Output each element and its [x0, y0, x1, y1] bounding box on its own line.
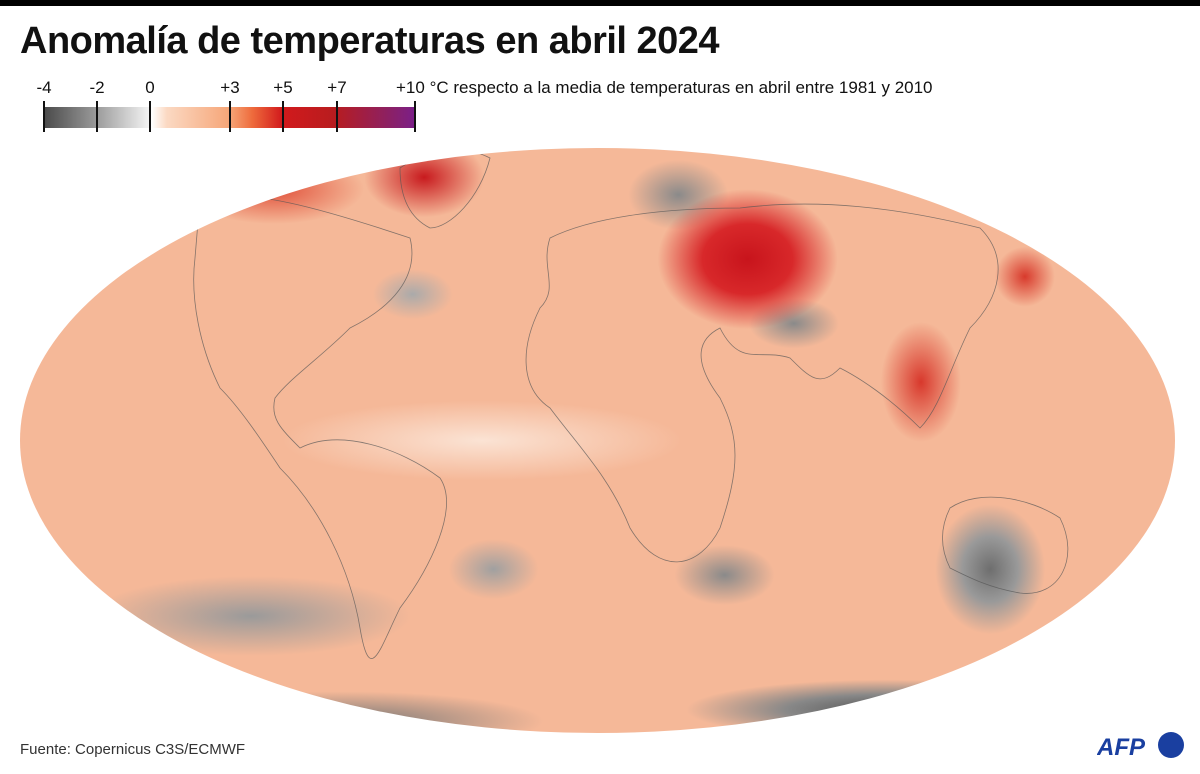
page-title: Anomalía de temperaturas en abril 2024 — [20, 20, 720, 62]
world-anomaly-map — [20, 148, 1175, 733]
afp-logo: AFP — [1096, 731, 1187, 761]
top-rule — [0, 0, 1200, 6]
legend-tick — [336, 101, 338, 132]
legend-tick — [149, 101, 151, 132]
legend-tick-label: +10 — [396, 78, 425, 97]
legend-tick — [282, 101, 284, 132]
legend-tick — [414, 101, 416, 132]
coastline-outlines — [193, 148, 1069, 659]
legend-tick-label: -2 — [89, 78, 105, 97]
legend-unit: +10 °C respecto a la media de temperatur… — [396, 78, 933, 97]
legend-tick — [43, 101, 45, 132]
legend-tick-label: +3 — [220, 78, 240, 97]
source-credit: Fuente: Copernicus C3S/ECMWF — [20, 741, 246, 758]
legend-tick-label: -4 — [36, 78, 52, 97]
svg-text:AFP: AFP — [1097, 734, 1146, 761]
legend-tick-label: +7 — [327, 78, 347, 97]
legend-tick — [96, 101, 98, 132]
legend-tick — [229, 101, 231, 132]
legend-tick-label: +5 — [273, 78, 293, 97]
legend-tick-label: 0 — [145, 78, 155, 97]
